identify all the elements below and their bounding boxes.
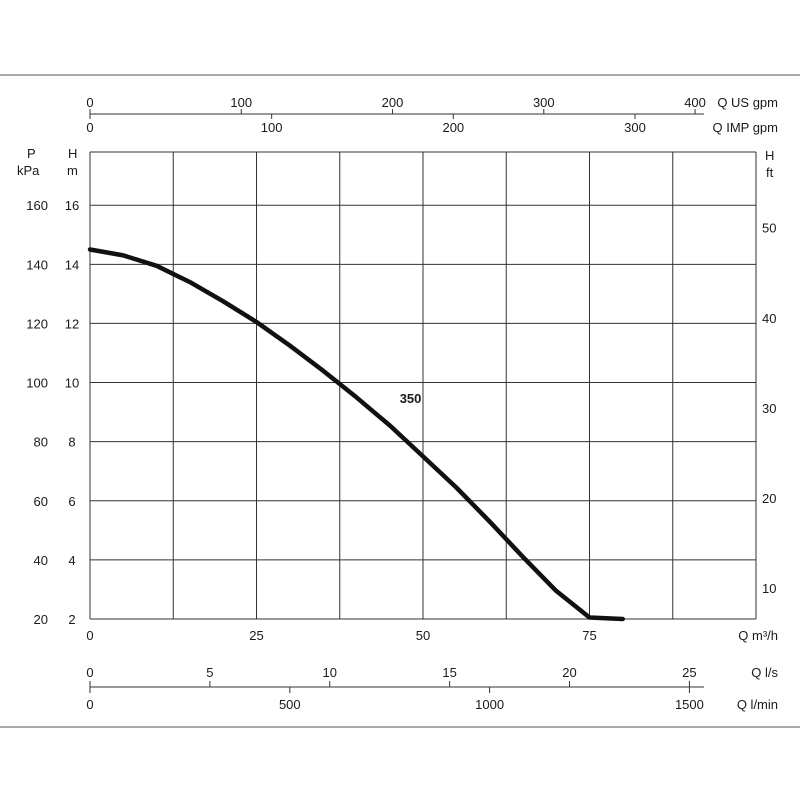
us-gpm-tick-label: 300 xyxy=(533,95,555,110)
head-m-tick-label: 10 xyxy=(65,376,79,391)
curve-label-350: 350 xyxy=(400,391,422,406)
head-ft-tick-label: 10 xyxy=(762,581,776,596)
curve-layer: 350 xyxy=(87,247,626,622)
pressure-tick-label: 20 xyxy=(34,612,48,627)
ls-tick-label: 15 xyxy=(442,665,456,680)
pressure-axis-unit: kPa xyxy=(17,163,40,178)
us-gpm-unit: Q US gpm xyxy=(717,95,778,110)
imp-gpm-tick-label: 0 xyxy=(86,120,93,135)
axis-layer: 2468101214162040608010012014016010203040… xyxy=(26,95,778,712)
flow-m3h-tick-label: 75 xyxy=(582,628,596,643)
us-gpm-tick-label: 400 xyxy=(684,95,706,110)
head-m-tick-label: 16 xyxy=(65,198,79,213)
lmin-tick-label: 500 xyxy=(279,697,301,712)
imp-gpm-unit: Q IMP gpm xyxy=(712,120,778,135)
pressure-axis-letter: P xyxy=(27,146,36,161)
ls-unit: Q l/s xyxy=(751,665,778,680)
lmin-unit: Q l/min xyxy=(737,697,778,712)
head-m-axis-letter: H xyxy=(68,146,77,161)
head-m-tick-label: 6 xyxy=(68,494,75,509)
ls-tick-label: 20 xyxy=(562,665,576,680)
head-ft-tick-label: 50 xyxy=(762,221,776,236)
grid-layer xyxy=(89,151,757,620)
head-m-tick-label: 12 xyxy=(65,316,79,331)
lmin-tick-label: 1500 xyxy=(675,697,704,712)
flow-m3h-tick-label: 50 xyxy=(416,628,430,643)
us-gpm-tick-label: 0 xyxy=(86,95,93,110)
flow-m3h-tick-label: 0 xyxy=(86,628,93,643)
imp-gpm-tick-label: 200 xyxy=(442,120,464,135)
ls-tick-label: 5 xyxy=(206,665,213,680)
pressure-tick-label: 60 xyxy=(34,494,48,509)
us-gpm-tick-label: 200 xyxy=(382,95,404,110)
pressure-tick-label: 140 xyxy=(26,257,48,272)
flow-m3h-unit: Q m³/h xyxy=(738,628,778,643)
ls-tick-label: 0 xyxy=(86,665,93,680)
head-ft-axis-letter: H xyxy=(765,148,774,163)
head-m-tick-label: 4 xyxy=(68,553,75,568)
pressure-tick-label: 40 xyxy=(34,553,48,568)
head-ft-tick-label: 30 xyxy=(762,401,776,416)
head-m-axis-unit: m xyxy=(67,163,78,178)
pump-curve-350 xyxy=(87,247,626,622)
lmin-tick-label: 0 xyxy=(86,697,93,712)
head-m-tick-label: 14 xyxy=(65,257,79,272)
imp-gpm-tick-label: 300 xyxy=(624,120,646,135)
pressure-tick-label: 100 xyxy=(26,376,48,391)
us-gpm-tick-label: 100 xyxy=(230,95,252,110)
imp-gpm-tick-label: 100 xyxy=(261,120,283,135)
pressure-tick-label: 120 xyxy=(26,316,48,331)
lmin-tick-label: 1000 xyxy=(475,697,504,712)
pressure-tick-label: 80 xyxy=(34,435,48,450)
ls-tick-label: 10 xyxy=(323,665,337,680)
head-m-tick-label: 8 xyxy=(68,435,75,450)
head-m-tick-label: 2 xyxy=(68,612,75,627)
pressure-tick-label: 160 xyxy=(26,198,48,213)
head-ft-tick-label: 40 xyxy=(762,311,776,326)
ls-tick-label: 25 xyxy=(682,665,696,680)
head-ft-tick-label: 20 xyxy=(762,491,776,506)
flow-m3h-tick-label: 25 xyxy=(249,628,263,643)
head-ft-axis-unit: ft xyxy=(766,165,774,180)
